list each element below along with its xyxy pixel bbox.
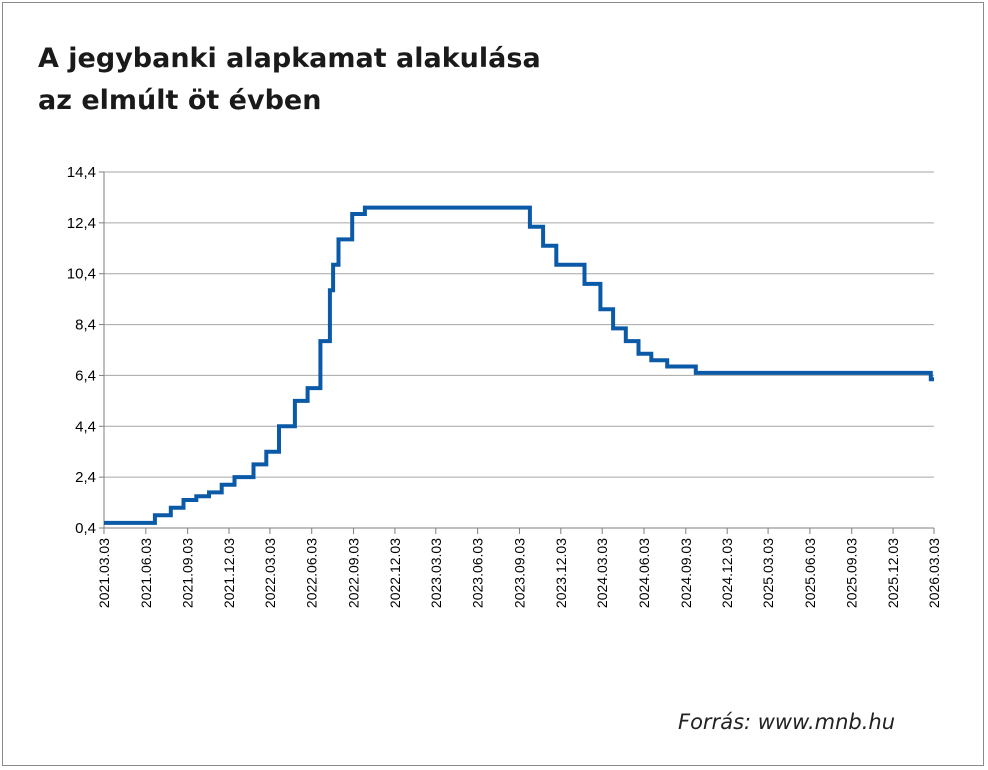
- x-tick-label: 2021.06.03: [138, 538, 154, 608]
- y-tick-label: 8,4: [75, 317, 96, 334]
- x-tick-label: 2024.09.03: [678, 538, 694, 608]
- x-tick-label: 2021.03.03: [96, 538, 112, 608]
- x-tick-label: 2023.03.03: [428, 538, 444, 608]
- x-tick-label: 2022.06.03: [304, 538, 320, 608]
- x-tick-label: 2025.03.03: [760, 538, 776, 608]
- y-tick-labels: 0,4 2,4 4,4 6,4 8,4 10,4 12,4 14,4: [67, 164, 96, 537]
- grid-lines: [104, 171, 934, 478]
- series-line: [104, 205, 934, 525]
- y-tick-label: 14,4: [67, 164, 96, 181]
- x-tick-labels: 2021.03.03 2021.06.03 2021.09.03 2021.12.03…: [96, 538, 942, 608]
- x-tick-label: 2024.06.03: [636, 538, 652, 608]
- y-tick-label: 0,4: [75, 520, 96, 537]
- x-tick-label: 2026.03.03: [926, 538, 942, 608]
- x-tick-label: 2024.12.03: [719, 538, 735, 608]
- x-tick-label: 2022.03.03: [262, 538, 278, 608]
- axes: [99, 171, 935, 534]
- y-tick-label: 12,4: [67, 215, 96, 232]
- x-tick-label: 2021.12.03: [221, 538, 237, 608]
- chart-title-line-2: az elmúlt öt évben: [38, 85, 322, 116]
- x-tick-label: 2022.12.03: [387, 538, 403, 608]
- y-tick-label: 2,4: [75, 469, 96, 486]
- x-tick-label: 2022.09.03: [346, 538, 362, 608]
- x-tick-label: 2025.12.03: [885, 538, 901, 608]
- y-tick-label: 10,4: [67, 266, 96, 283]
- chart-title-line-1: A jegybanki alapkamat alakulása: [38, 43, 541, 74]
- x-tick-label: 2024.03.03: [594, 538, 610, 608]
- x-tick-label: 2025.09.03: [844, 538, 860, 608]
- y-tick-label: 6,4: [75, 367, 96, 384]
- x-tick-label: 2023.09.03: [511, 538, 527, 608]
- chart-title: A jegybanki alapkamat alakulása az elmúl…: [38, 38, 541, 122]
- x-tick-label: 2023.06.03: [470, 538, 486, 608]
- x-tick-label: 2025.06.03: [802, 538, 818, 608]
- source-note: Forrás: www.mnb.hu: [678, 710, 896, 734]
- series-group: [104, 205, 934, 525]
- x-tick-label: 2021.09.03: [180, 538, 196, 608]
- x-tick-label: 2023.12.03: [553, 538, 569, 608]
- y-tick-label: 4,4: [75, 418, 96, 435]
